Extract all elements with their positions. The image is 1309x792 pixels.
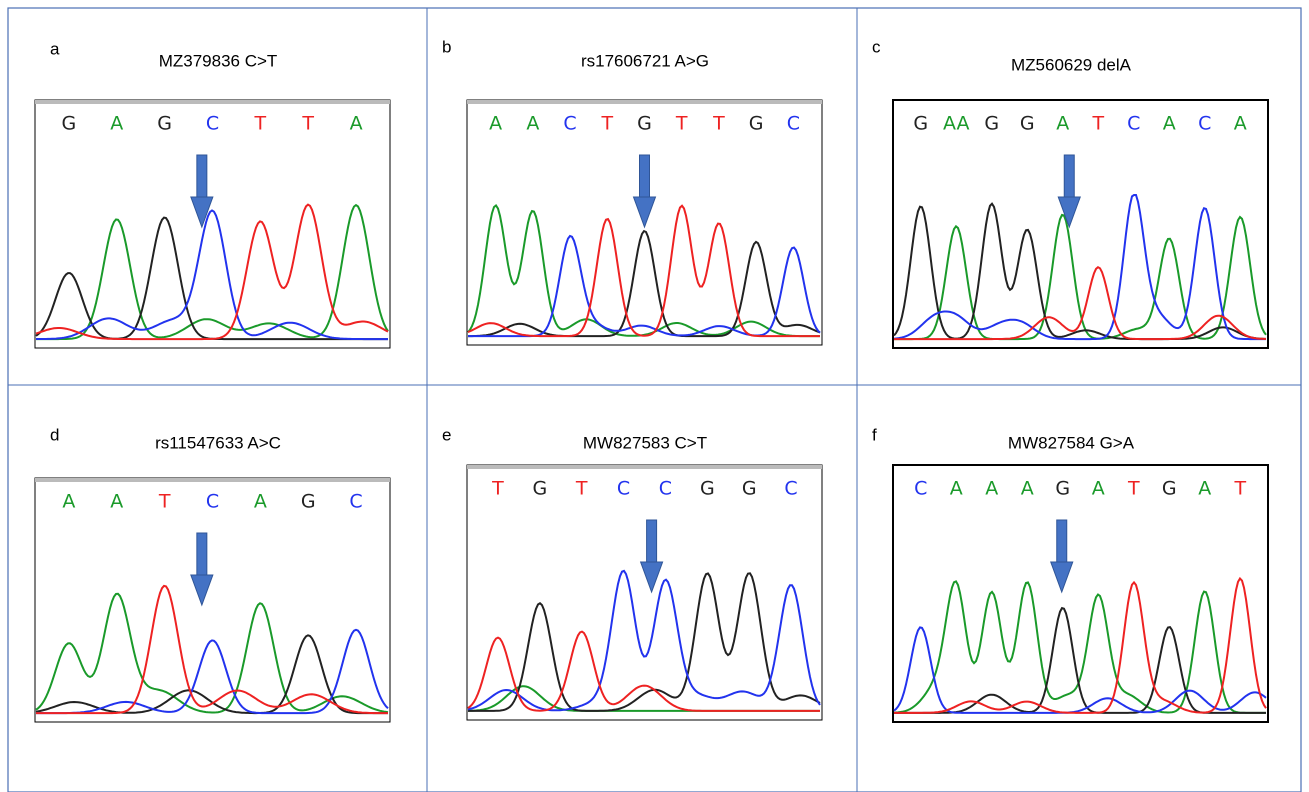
base-call: T	[600, 113, 613, 135]
frame-top	[467, 100, 822, 104]
base-call: T	[1233, 478, 1246, 500]
frame-top	[467, 465, 822, 469]
base-call: T	[158, 491, 171, 513]
base-call: T	[1091, 113, 1104, 135]
base-call: T	[491, 478, 504, 500]
base-call: A	[1056, 113, 1069, 135]
base-call: G	[62, 113, 77, 135]
base-call: C	[1127, 113, 1140, 135]
base-call: G	[532, 478, 547, 500]
arrow-shaft	[1057, 520, 1067, 562]
figure: aMZ379836 C>TGAGCTTAbrs17606721 A>GAACTG…	[0, 0, 1309, 792]
base-call: C	[787, 113, 800, 135]
base-call: A	[950, 478, 963, 500]
base-call: AA	[943, 113, 970, 135]
base-call: A	[526, 113, 539, 135]
arrow-shaft	[640, 155, 650, 197]
panel-label: f	[872, 425, 877, 444]
base-call: G	[984, 113, 999, 135]
base-call: G	[637, 113, 652, 135]
base-call: T	[575, 478, 588, 500]
base-call: G	[742, 478, 757, 500]
chromatogram-frame	[893, 465, 1268, 722]
base-call: A	[110, 113, 123, 135]
base-call: A	[985, 478, 998, 500]
base-call: G	[157, 113, 172, 135]
panel-title: MW827584 G>A	[1008, 433, 1135, 452]
arrow-shaft	[197, 533, 207, 575]
base-call: C	[617, 478, 630, 500]
base-call: G	[1162, 478, 1177, 500]
base-call: C	[206, 113, 219, 135]
base-call: A	[350, 113, 363, 135]
base-call: C	[914, 478, 927, 500]
arrow-shaft	[647, 520, 657, 562]
base-call: A	[1021, 478, 1034, 500]
base-call: A	[1092, 478, 1105, 500]
base-call: C	[206, 491, 219, 513]
panel-title: MW827583 C>T	[583, 433, 707, 452]
base-call: G	[301, 491, 316, 513]
base-call: A	[110, 491, 123, 513]
base-call: T	[301, 113, 314, 135]
base-call: A	[1163, 113, 1176, 135]
base-call: T	[254, 113, 267, 135]
arrow-shaft	[1064, 155, 1074, 197]
base-call: C	[659, 478, 672, 500]
panel-label: a	[50, 39, 60, 58]
base-call: T	[675, 113, 688, 135]
base-call: G	[700, 478, 715, 500]
base-call: A	[254, 491, 267, 513]
panel-title: MZ379836 C>T	[159, 51, 278, 70]
base-call: C	[563, 113, 576, 135]
base-call: G	[749, 113, 764, 135]
base-call: A	[1198, 478, 1211, 500]
panel-label: c	[872, 37, 881, 56]
base-call: C	[1198, 113, 1211, 135]
base-call: G	[1020, 113, 1035, 135]
panel-label: d	[50, 425, 59, 444]
panel-title: MZ560629 delA	[1011, 55, 1132, 74]
base-call: G	[1055, 478, 1070, 500]
panel-title: rs11547633 A>C	[155, 433, 281, 452]
base-call: A	[1234, 113, 1247, 135]
base-call: C	[784, 478, 797, 500]
frame-top	[35, 478, 390, 482]
arrow-shaft	[197, 155, 207, 197]
base-call: T	[712, 113, 725, 135]
base-call: C	[349, 491, 362, 513]
panel-label: b	[442, 37, 451, 56]
panel-title: rs17606721 A>G	[581, 51, 709, 70]
frame-top	[35, 100, 390, 104]
chromatogram-frame	[35, 100, 390, 348]
base-call: A	[489, 113, 502, 135]
base-call: A	[62, 491, 75, 513]
panel-label: e	[442, 425, 451, 444]
base-call: T	[1127, 478, 1140, 500]
base-call: G	[913, 113, 928, 135]
